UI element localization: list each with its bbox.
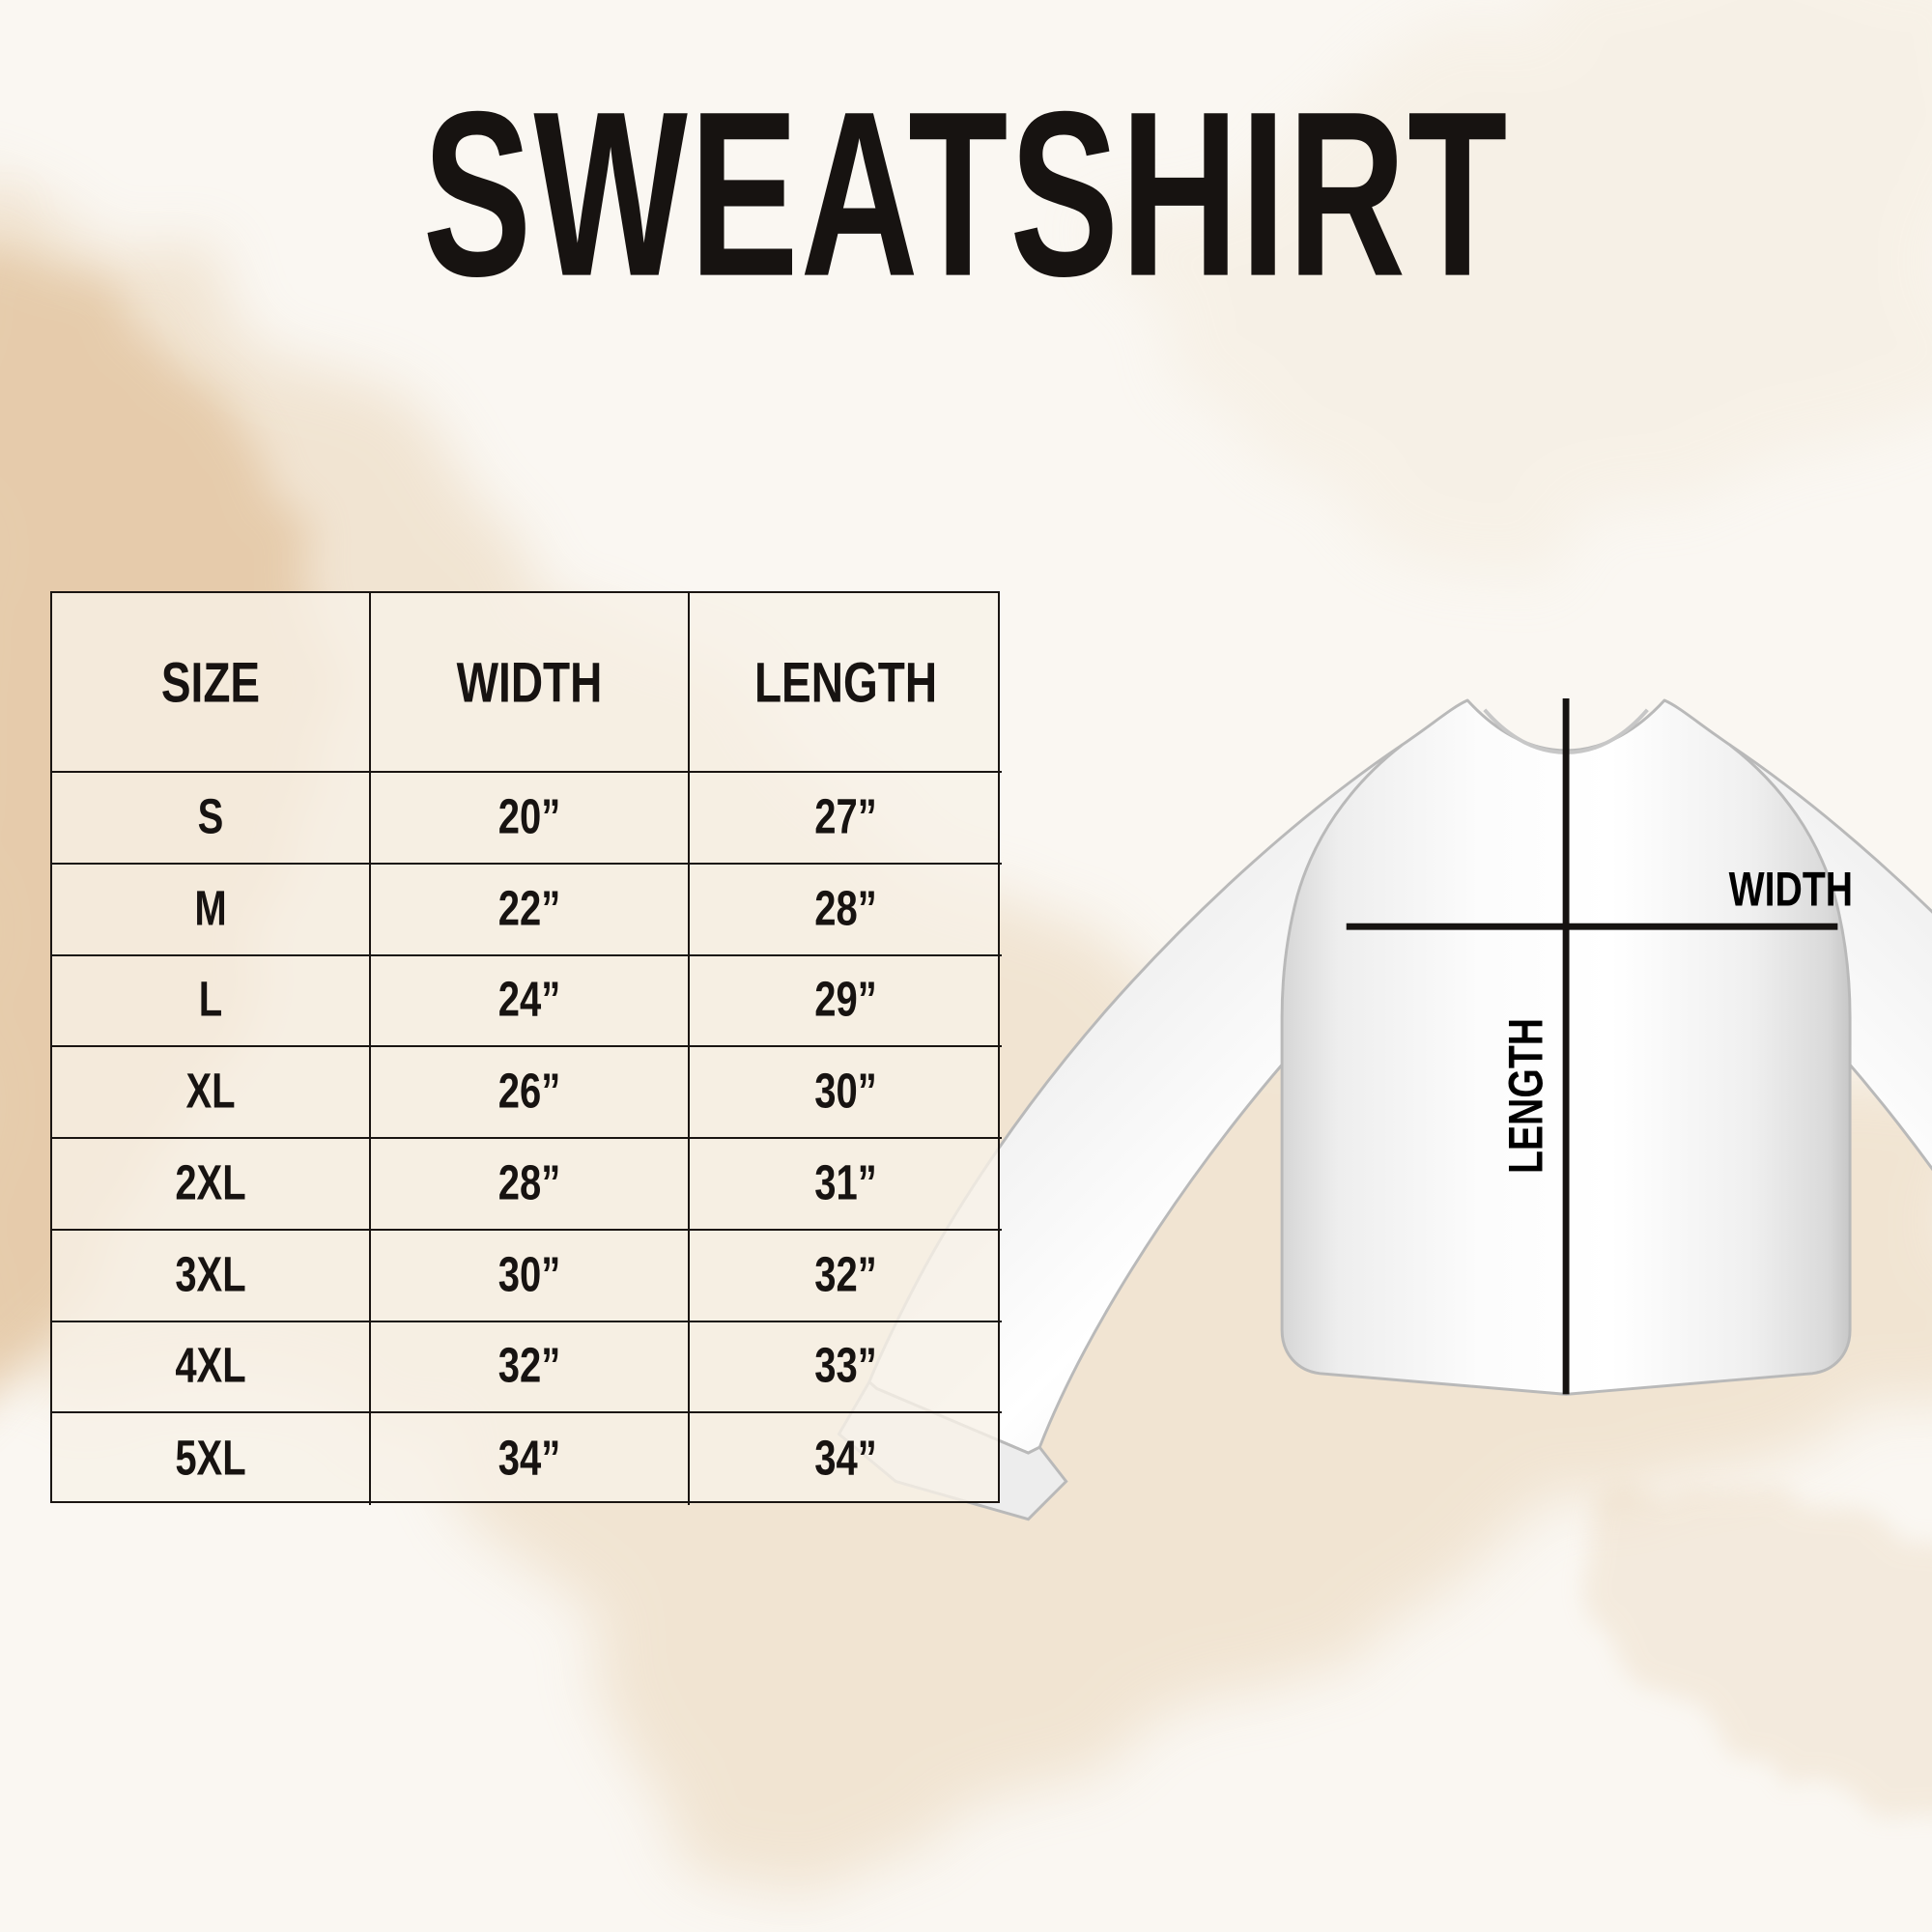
svg-text:LENGTH: LENGTH xyxy=(1498,1018,1553,1174)
svg-text:WIDTH: WIDTH xyxy=(1729,862,1853,917)
